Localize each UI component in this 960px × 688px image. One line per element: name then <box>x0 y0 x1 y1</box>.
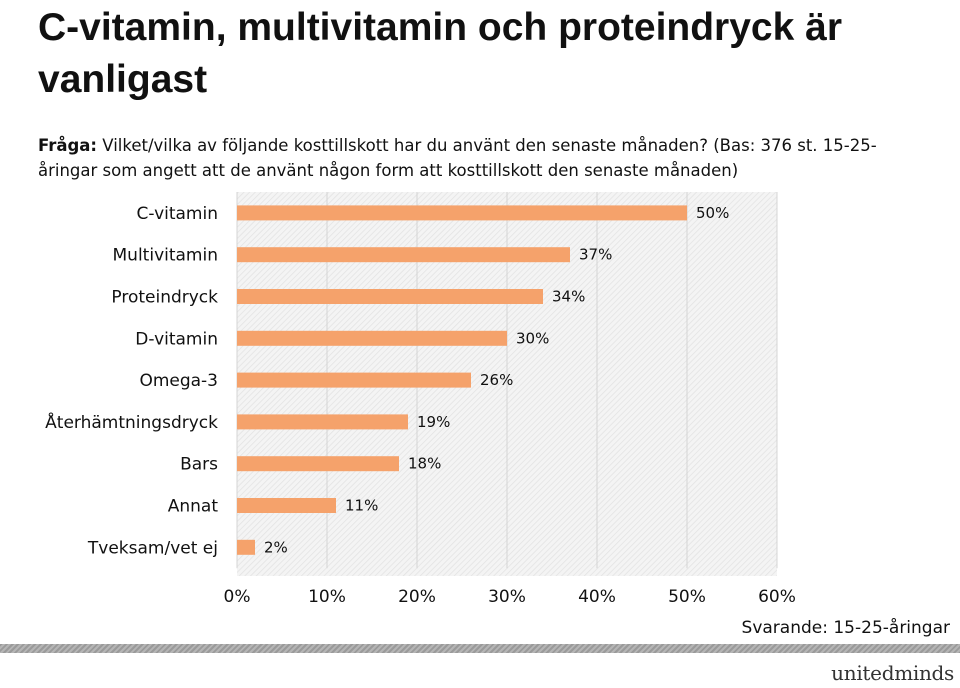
category-label: Annat <box>168 497 219 517</box>
x-tick-label: 60% <box>758 587 796 607</box>
bar <box>237 539 255 555</box>
x-tick-label: 30% <box>488 587 526 607</box>
chart-title: C-vitamin, multivitamin och proteindryck… <box>38 6 842 101</box>
x-tick-label: 20% <box>398 587 436 607</box>
value-label: 30% <box>516 329 549 347</box>
bar <box>237 330 507 346</box>
value-label: 34% <box>552 288 585 306</box>
bar <box>237 289 543 304</box>
x-tick-label: 10% <box>308 587 346 607</box>
bar <box>237 372 471 388</box>
footer-divider <box>0 644 960 653</box>
question-label: Fråga: <box>38 136 98 155</box>
category-label: D-vitamin <box>135 329 218 349</box>
category-label: Omega-3 <box>139 371 218 391</box>
respondents-note: Svarande: 15-25-åringar <box>741 618 950 638</box>
value-label: 19% <box>417 413 450 431</box>
value-label: 11% <box>345 497 378 515</box>
bar <box>237 247 570 263</box>
bar <box>237 498 336 513</box>
category-label: Återhämtningsdryck <box>45 411 218 433</box>
x-tick-label: 50% <box>668 587 706 607</box>
category-label: Bars <box>180 455 218 475</box>
category-label: Proteindryck <box>111 288 218 308</box>
bar <box>237 456 399 472</box>
category-label: C-vitamin <box>137 204 218 224</box>
value-label: 2% <box>264 538 288 556</box>
value-label: 37% <box>579 246 612 264</box>
bar <box>237 205 687 221</box>
x-tick-label: 40% <box>578 587 616 607</box>
x-tick-label: 0% <box>224 587 251 607</box>
value-label: 26% <box>480 371 513 389</box>
category-label: Tveksam/vet ej <box>87 538 218 558</box>
question-text: Fråga: Vilket/vilka av följande kosttill… <box>38 133 898 183</box>
bar <box>237 414 408 430</box>
brand-logo: unitedminds <box>831 661 954 685</box>
question-body: Vilket/vilka av följande kosttillskott h… <box>38 136 877 180</box>
category-label: Multivitamin <box>113 246 218 266</box>
value-label: 18% <box>408 455 441 473</box>
value-label: 50% <box>696 204 729 222</box>
